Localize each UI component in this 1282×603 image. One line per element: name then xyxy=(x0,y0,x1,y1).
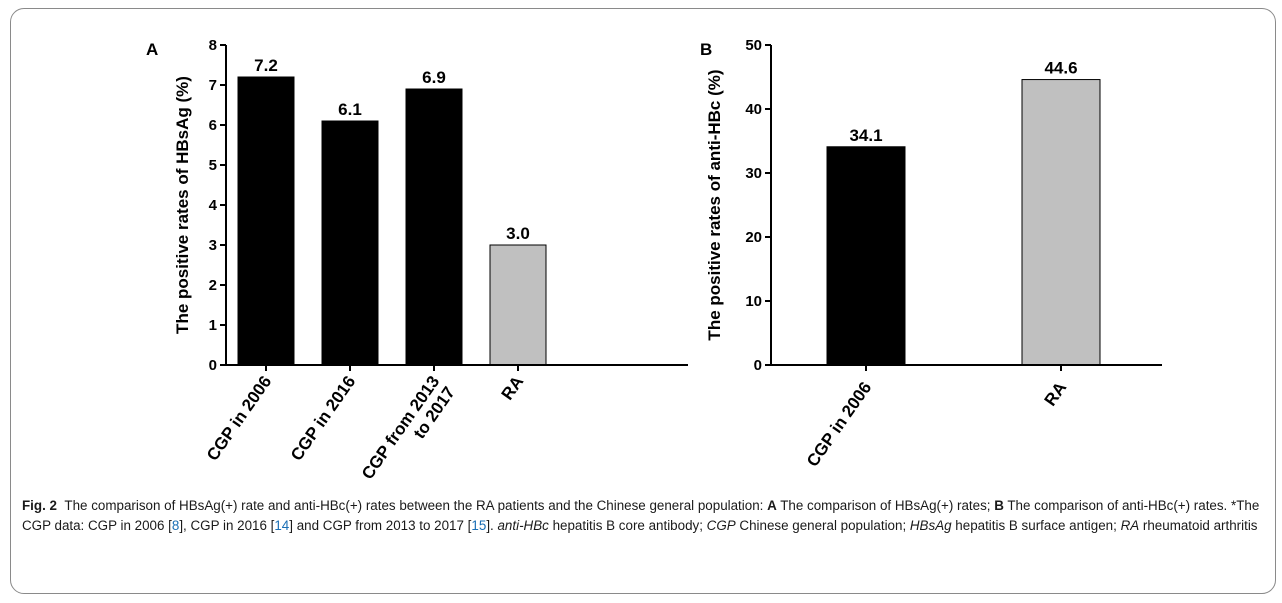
caption-abbreviation: HBsAg xyxy=(909,518,952,533)
y-tick-label: 10 xyxy=(745,293,762,310)
caption-text: The comparison of anti-HBc(+) rates. *Th… xyxy=(22,498,1260,533)
caption-ref-link[interactable]: 14 xyxy=(274,518,290,533)
caption-ref-link[interactable]: 8 xyxy=(171,518,180,533)
data-label: 34.1 xyxy=(849,126,882,145)
data-label: 6.9 xyxy=(422,68,446,87)
caption-abbreviation: CGP xyxy=(706,518,736,533)
x-tick-label: RA xyxy=(498,372,528,403)
x-tick-label: RA xyxy=(1041,378,1071,409)
data-label: 44.6 xyxy=(1044,59,1077,78)
caption-text: The comparison of HBsAg(+) rate and anti… xyxy=(64,498,768,513)
caption-text: rheumatoid arthritis xyxy=(1139,518,1258,533)
bar xyxy=(405,88,463,366)
y-axis-title: The positive rates of HBsAg (%) xyxy=(173,76,192,334)
caption-text: hepatitis B surface antigen; xyxy=(951,518,1121,533)
bar xyxy=(826,146,906,366)
bar xyxy=(321,120,379,366)
caption-text: The comparison of HBsAg(+) rates; xyxy=(776,498,995,513)
caption-text: Chinese general population; xyxy=(735,518,910,533)
y-tick-label: 5 xyxy=(209,157,217,174)
x-tick-label: CGP in 2016 xyxy=(287,372,359,464)
figure-charts: A The positive rates of HBsAg (%) 7.2 6.1 6.… xyxy=(146,37,1162,483)
caption-fig-label: Fig. 2 xyxy=(22,498,57,513)
panel-letter: A xyxy=(146,40,158,59)
y-tick-label: 6 xyxy=(209,117,217,134)
x-tick-label: CGP in 2006 xyxy=(203,372,275,464)
bar xyxy=(1021,79,1101,366)
caption-text: hepatitis B core antibody; xyxy=(548,518,707,533)
y-axis-title: The positive rates of anti-HBc (%) xyxy=(705,69,724,340)
panel-letter: B xyxy=(700,40,712,59)
caption-abbreviation: RA xyxy=(1120,518,1140,533)
y-tick-label: 40 xyxy=(745,101,762,118)
bar xyxy=(489,244,547,366)
figure-caption: Fig. 2 The comparison of HBsAg(+) rate a… xyxy=(22,496,1267,536)
y-tick-label: 2 xyxy=(209,277,217,294)
y-tick-label: 4 xyxy=(209,197,218,214)
y-tick-label: 30 xyxy=(745,165,762,182)
data-label: 7.2 xyxy=(254,56,278,75)
y-tick-label: 3 xyxy=(209,237,217,254)
y-tick-label: 0 xyxy=(754,357,762,374)
caption-text: ], CGP in 2016 [ xyxy=(179,518,275,533)
y-tick-label: 20 xyxy=(745,229,762,246)
bar xyxy=(237,76,295,366)
caption-ref-link[interactable]: 15 xyxy=(471,518,487,533)
y-tick-label: 0 xyxy=(209,357,217,374)
caption-text: ] and CGP from 2013 to 2017 [ xyxy=(289,518,472,533)
caption-text: ]. xyxy=(486,518,498,533)
caption-abbreviation: anti-HBc xyxy=(497,518,549,533)
figure-frame xyxy=(10,8,1276,594)
data-label: 6.1 xyxy=(338,100,362,119)
caption-panel-a: A xyxy=(767,498,777,513)
y-tick-label: 1 xyxy=(209,317,217,334)
y-tick-label: 7 xyxy=(209,77,217,94)
data-label: 3.0 xyxy=(506,224,530,243)
y-tick-label: 8 xyxy=(209,37,217,54)
y-tick-label: 50 xyxy=(745,37,762,54)
x-tick-label: CGP in 2006 xyxy=(803,378,875,470)
caption-panel-b: B xyxy=(994,498,1004,513)
